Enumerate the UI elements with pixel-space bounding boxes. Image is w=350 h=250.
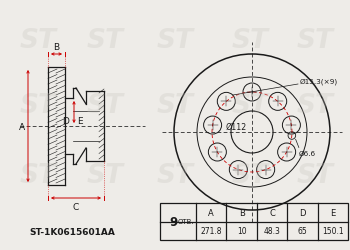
Text: Ø15.3(×9): Ø15.3(×9) xyxy=(300,78,338,85)
Text: ST: ST xyxy=(296,162,334,188)
Text: 271.8: 271.8 xyxy=(201,226,222,235)
Text: ST: ST xyxy=(20,28,56,54)
Text: B: B xyxy=(54,43,60,52)
Text: ST-1K0615601AA: ST-1K0615601AA xyxy=(29,228,115,236)
Text: E: E xyxy=(330,208,335,217)
Text: ST: ST xyxy=(86,28,124,54)
Text: A: A xyxy=(208,208,214,217)
Text: E: E xyxy=(77,117,83,126)
Text: ST: ST xyxy=(156,93,194,118)
Text: Ø6.6: Ø6.6 xyxy=(299,150,316,156)
Text: ST: ST xyxy=(20,93,56,118)
Text: B: B xyxy=(239,208,245,217)
Text: D: D xyxy=(62,117,69,126)
Text: ST: ST xyxy=(20,162,56,188)
Text: A: A xyxy=(19,122,25,131)
Text: 48.3: 48.3 xyxy=(264,226,280,235)
Text: C: C xyxy=(73,202,79,211)
Text: 65: 65 xyxy=(298,226,307,235)
Text: C: C xyxy=(269,208,275,217)
Text: ST: ST xyxy=(86,162,124,188)
Text: ST: ST xyxy=(231,162,268,188)
Text: D: D xyxy=(299,208,306,217)
Text: ST: ST xyxy=(296,28,334,54)
Text: ST: ST xyxy=(231,93,268,118)
Text: 10: 10 xyxy=(237,226,246,235)
Text: ST: ST xyxy=(156,162,194,188)
Text: Ø112: Ø112 xyxy=(225,122,247,131)
Text: ST: ST xyxy=(86,93,124,118)
Text: ST: ST xyxy=(156,28,194,54)
Text: ОТВ.: ОТВ. xyxy=(177,219,194,224)
Text: ST: ST xyxy=(296,93,334,118)
Text: 150.1: 150.1 xyxy=(322,226,344,235)
Text: ST: ST xyxy=(231,28,268,54)
Bar xyxy=(160,203,348,240)
Text: 9: 9 xyxy=(169,215,178,228)
